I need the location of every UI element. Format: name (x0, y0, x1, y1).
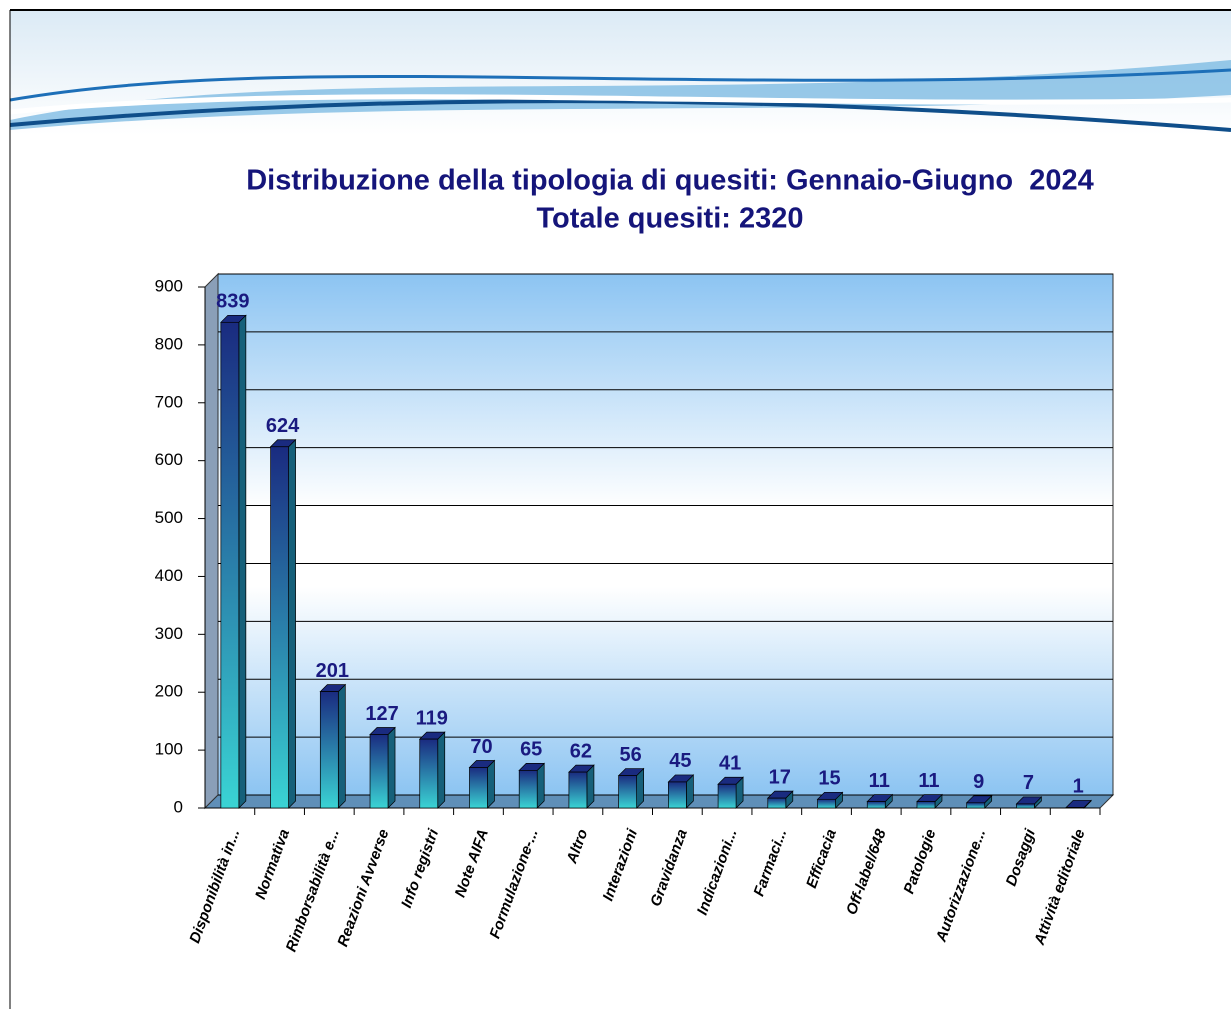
bar (369, 734, 389, 809)
value-label: 70 (470, 736, 492, 758)
value-label: 119 (416, 707, 448, 729)
bar (618, 775, 637, 809)
bar-side (387, 726, 396, 809)
y-tick-label: 100 (155, 740, 183, 759)
y-tick-label: 300 (155, 624, 183, 643)
y-tick-label: 600 (155, 450, 183, 469)
y-tick-label: 700 (155, 392, 183, 411)
value-label: 45 (669, 750, 691, 772)
chart-subtitle: Totale quesiti: 2320 (537, 203, 804, 235)
bar (220, 321, 240, 809)
y-tick-label: 500 (155, 508, 183, 527)
x-tick-label: Attività editoriale (1031, 827, 1089, 948)
x-tick-label: Reazioni Avverse (334, 827, 392, 949)
bar-side (288, 438, 296, 809)
y-tick-label: 400 (155, 566, 183, 585)
x-tick-label: Note AIFA (452, 827, 492, 900)
value-label: 11 (918, 770, 939, 792)
bar-side (437, 731, 446, 809)
bar (966, 802, 986, 809)
value-label: 624 (266, 415, 300, 437)
y-tick-label: 900 (155, 276, 183, 295)
value-label: 7 (1023, 772, 1034, 794)
value-label: 56 (620, 744, 642, 766)
x-tick-label: Indicazioni... (694, 827, 741, 917)
value-label: 127 (365, 703, 398, 725)
chart-title: Distribuzione della tipologia di quesiti… (246, 165, 1094, 197)
y-tick-label: 200 (155, 682, 183, 701)
value-label: 65 (520, 739, 542, 761)
bar (1065, 807, 1085, 809)
bar (319, 691, 339, 809)
value-label: 41 (719, 753, 741, 775)
x-tick-label: Disponibilità in... (186, 827, 243, 946)
value-label: 9 (973, 771, 984, 793)
bar (767, 797, 787, 809)
bar-side (337, 683, 346, 809)
x-tick-label: Rimborsabilità e... (283, 827, 343, 954)
bar (1016, 803, 1035, 809)
bar (518, 770, 538, 809)
header-decoration (9, 9, 1231, 1009)
x-tick-label: Farmaci... (750, 827, 790, 899)
bar (668, 781, 687, 809)
bar-side (238, 314, 247, 809)
value-label: 15 (818, 768, 840, 790)
x-tick-label: Autorizzazione... (932, 827, 989, 945)
bar (866, 801, 886, 809)
value-label: 201 (316, 660, 349, 682)
bar (916, 801, 936, 809)
x-tick-label: Dosaggi (1003, 826, 1039, 888)
value-label: 62 (570, 740, 592, 762)
y-tick-label: 0 (174, 797, 183, 816)
bar-side (487, 759, 495, 809)
bar (469, 767, 488, 809)
bar-side (536, 762, 545, 809)
bar (270, 446, 289, 809)
x-tick-label: Normativa (252, 827, 293, 902)
y-tick-label: 800 (155, 334, 183, 353)
bar (817, 798, 836, 809)
bar (568, 771, 588, 809)
x-tick-label: Formulazione-... (486, 827, 541, 941)
value-label: 1 (1073, 776, 1084, 798)
side-wall (204, 272, 219, 810)
x-tick-label: Interazioni (599, 826, 641, 903)
x-tick-label: Patologie (900, 827, 939, 896)
x-tick-label: Info registri (398, 826, 442, 910)
x-tick-label: Altro (563, 827, 591, 867)
x-tick-label: Gravidanza (647, 827, 691, 909)
back-wall (217, 273, 1114, 796)
value-label: 11 (869, 770, 890, 792)
x-tick-label: Efficacia (803, 827, 840, 891)
bar (419, 738, 439, 809)
bar (717, 783, 737, 809)
value-label: 839 (216, 291, 249, 313)
x-tick-label: Off-label/648 (843, 826, 890, 917)
value-label: 17 (769, 766, 791, 788)
